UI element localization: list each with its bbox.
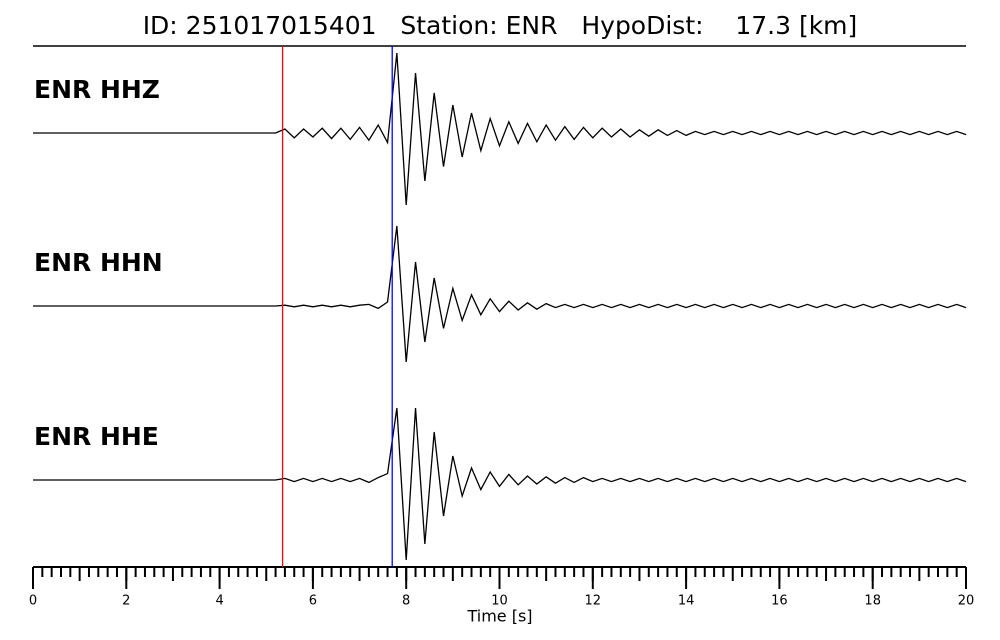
x-tick-label: 20 — [958, 594, 975, 609]
waveform — [33, 225, 967, 363]
trace-label: ENR HHN — [34, 248, 163, 277]
waveform — [33, 52, 967, 206]
x-tick-label: 6 — [309, 594, 317, 609]
waveform — [33, 407, 967, 561]
x-tick-label: 4 — [215, 594, 223, 609]
x-tick-label: 18 — [864, 594, 881, 609]
x-tick-label: 2 — [122, 594, 130, 609]
trace-label: ENR HHE — [34, 422, 159, 451]
chart-title: ID: 251017015401 Station: ENR HypoDist: … — [143, 11, 858, 40]
x-tick-label: 8 — [402, 594, 410, 609]
x-tick-label: 0 — [29, 594, 37, 609]
x-tick-label: 10 — [491, 594, 508, 609]
x-tick-label: 12 — [585, 594, 602, 609]
x-tick-label: 16 — [771, 594, 788, 609]
x-axis-label: Time [s] — [466, 607, 532, 626]
x-tick-label: 14 — [678, 594, 695, 609]
trace-label: ENR HHZ — [34, 75, 160, 104]
